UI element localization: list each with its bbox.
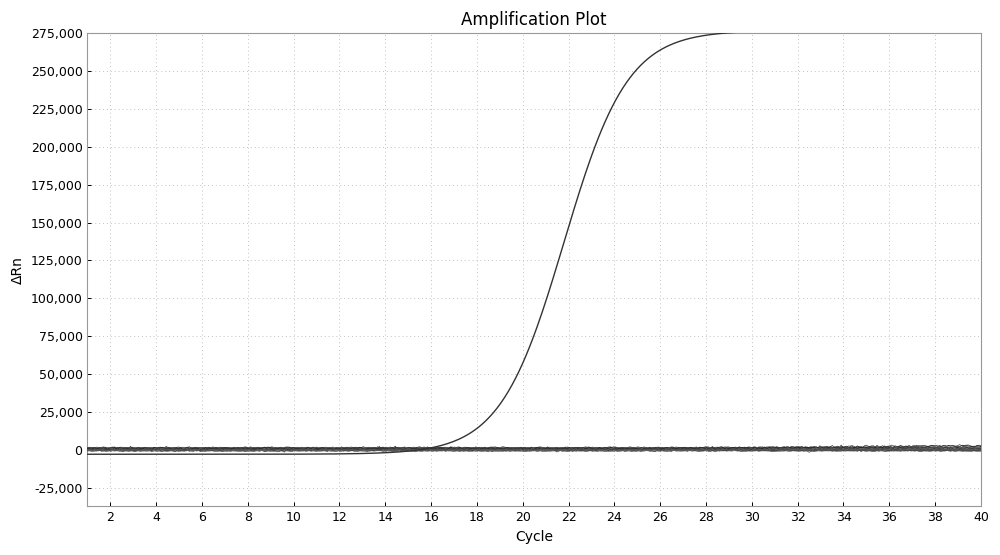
X-axis label: Cycle: Cycle <box>515 530 553 544</box>
Title: Amplification Plot: Amplification Plot <box>461 11 607 29</box>
Y-axis label: ΔRn: ΔRn <box>11 256 25 284</box>
